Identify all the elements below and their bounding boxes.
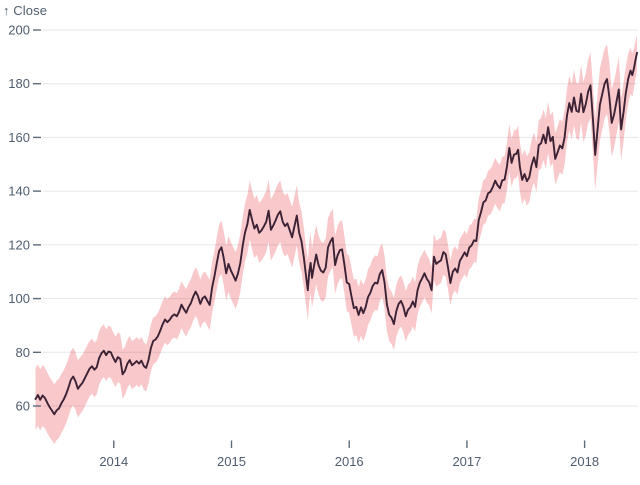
x-tick-label: 2016	[335, 454, 364, 469]
x-tick-label: 2018	[570, 454, 599, 469]
y-tick-label: 60	[16, 399, 30, 414]
y-tick-label: 160	[8, 130, 30, 145]
close-price-line	[34, 51, 638, 416]
y-tick-label: 140	[8, 184, 30, 199]
price-range-band	[35, 35, 637, 445]
y-tick-label: 80	[16, 345, 30, 360]
y-tick-label: 100	[8, 291, 30, 306]
y-axis-title: ↑ Close	[3, 3, 48, 18]
y-tick-label: 180	[8, 76, 30, 91]
y-tick-label: 120	[8, 237, 30, 252]
x-tick-label: 2017	[452, 454, 481, 469]
x-tick-label: 2014	[99, 454, 128, 469]
x-tick-label: 2015	[217, 454, 246, 469]
y-tick-label: 200	[8, 23, 30, 38]
